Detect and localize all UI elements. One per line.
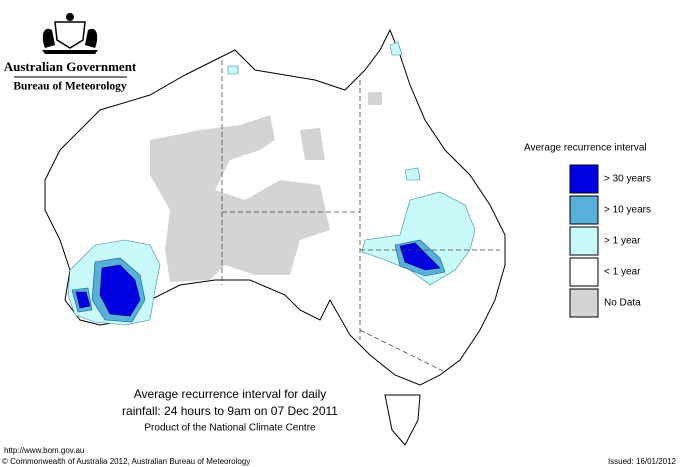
legend-swatch (569, 195, 599, 225)
caption-line: Average recurrence interval for daily (134, 387, 327, 401)
agency-name: Australian Government (4, 59, 137, 74)
legend: Average recurrence interval > 30 years > … (524, 143, 651, 318)
legend-label: > 1 year (604, 236, 641, 247)
legend-label: > 10 years (604, 205, 651, 216)
legend-swatch (569, 288, 599, 318)
caption-line: rainfall: 24 hours to 9am on 07 Dec 2011 (122, 404, 338, 418)
legend-label: No Data (604, 298, 641, 309)
legend-title: Average recurrence interval (524, 143, 647, 154)
legend-label: > 30 years (604, 174, 651, 185)
caption-credit: Product of the National Climate Centre (144, 423, 316, 434)
legend-swatch (569, 164, 599, 194)
footer-url: http://www.bom.gov.au (4, 446, 84, 455)
legend-label: < 1 year (604, 267, 641, 278)
footer-copyright: © Commonwealth of Australia 2012, Austra… (2, 457, 250, 466)
australia-map (44, 28, 506, 446)
bureau-name: Bureau of Meteorology (13, 81, 127, 93)
coat-of-arms (42, 13, 98, 54)
tasmania (384, 394, 421, 446)
legend-swatch (569, 257, 599, 287)
no-data-areas (150, 92, 382, 282)
legend-swatch (569, 226, 599, 256)
footer-issued: Issued: 16/01/2012 (608, 457, 677, 466)
